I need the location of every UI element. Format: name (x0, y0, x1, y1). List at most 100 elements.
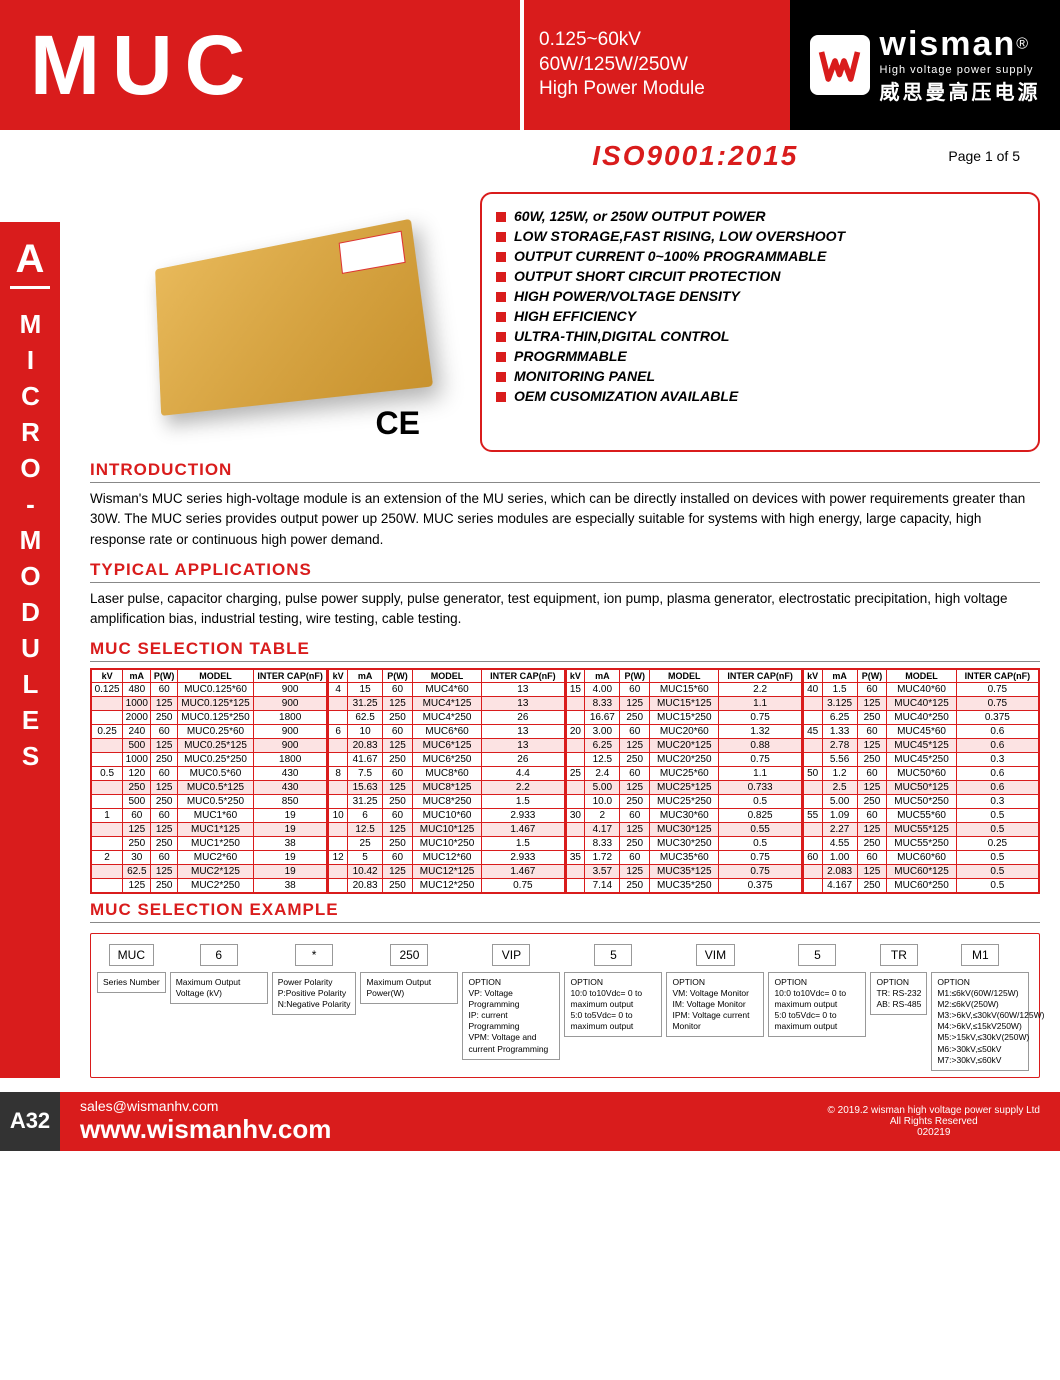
table-cell: 2 (92, 851, 123, 865)
table-cell: 19 (254, 823, 327, 837)
feature-text: HIGH EFFICIENCY (514, 308, 636, 324)
table-cell: 13 (482, 697, 564, 711)
col-header: mA (822, 670, 857, 683)
table-cell: MUC35*60 (650, 851, 719, 865)
table-cell (329, 739, 348, 753)
example-desc: Series Number (97, 972, 166, 993)
selection-block: kVmAP(W)MODELINTER CAP(nF)0.12548060MUC0… (91, 669, 328, 893)
table-row: 5.56250MUC45*2500.3 (803, 753, 1038, 767)
table-cell: 125 (620, 697, 650, 711)
table-cell: 0.733 (719, 781, 801, 795)
table-cell: MUC50*125 (887, 781, 956, 795)
table-row: 10.42125MUC12*1251.467 (329, 865, 564, 879)
table-cell: 2.27 (822, 823, 857, 837)
table-cell: 125 (383, 781, 413, 795)
table-cell (92, 711, 123, 725)
table-cell: 0.5 (956, 823, 1038, 837)
col-header: P(W) (383, 670, 413, 683)
table-row: 500125MUC0.25*125900 (92, 739, 327, 753)
table-cell: 2.933 (482, 851, 564, 865)
iso-cert: ISO9001:2015 (592, 140, 798, 172)
table-cell: 0.6 (956, 781, 1038, 795)
example-code: VIP (492, 944, 530, 966)
table-cell (803, 781, 822, 795)
footer: A32 sales@wismanhv.com www.wismanhv.com … (0, 1092, 1060, 1151)
table-row: 125125MUC1*12519 (92, 823, 327, 837)
table-cell: 20.83 (348, 879, 383, 893)
table-cell: 120 (123, 767, 151, 781)
table-cell: 125 (151, 823, 177, 837)
table-row: 203.0060MUC20*601.32 (566, 725, 801, 739)
table-row: 10.0250MUC25*2500.5 (566, 795, 801, 809)
feature-item: PROGRMMABLE (496, 348, 1024, 364)
table-cell: 850 (254, 795, 327, 809)
table-cell: 60 (620, 851, 650, 865)
selection-block: kVmAP(W)MODELINTER CAP(nF)41560MUC4*6013… (328, 669, 565, 893)
logo-icon (810, 35, 870, 95)
table-cell: 1.467 (482, 865, 564, 879)
table-cell: 125 (151, 865, 177, 879)
table-cell: 125 (123, 879, 151, 893)
table-cell (803, 753, 822, 767)
selection-title: MUC SELECTION TABLE (90, 639, 1040, 662)
table-cell: 1.00 (822, 851, 857, 865)
table-cell: MUC0.25*250 (177, 753, 253, 767)
example-code: 250 (390, 944, 428, 966)
product-title: MUC (30, 17, 257, 114)
table-cell: 20 (566, 725, 585, 739)
selection-table: kVmAP(W)MODELINTER CAP(nF)401.560MUC40*6… (803, 669, 1039, 893)
table-cell: MUC35*250 (650, 879, 719, 893)
table-cell: 500 (123, 739, 151, 753)
table-cell: MUC4*250 (412, 711, 481, 725)
table-cell (92, 823, 123, 837)
table-cell (329, 697, 348, 711)
table-cell: 19 (254, 809, 327, 823)
table-cell: 60 (151, 809, 177, 823)
col-header: MODEL (650, 670, 719, 683)
table-cell: 4 (329, 683, 348, 697)
table-cell: 900 (254, 683, 327, 697)
table-cell: 250 (383, 837, 413, 851)
table-row: 10660MUC10*602.933 (329, 809, 564, 823)
table-cell: MUC12*60 (412, 851, 481, 865)
feature-item: OUTPUT CURRENT 0~100% PROGRAMMABLE (496, 248, 1024, 264)
table-cell: 60 (383, 851, 413, 865)
table-cell: 6 (348, 809, 383, 823)
header-specs: 0.125~60kV 60W/125W/250W High Power Modu… (520, 0, 790, 130)
table-cell: 4.55 (822, 837, 857, 851)
table-cell: 1.09 (822, 809, 857, 823)
example-desc: OPTION VP: Voltage Programming IP: curre… (462, 972, 560, 1059)
feature-item: 60W, 125W, or 250W OUTPUT POWER (496, 208, 1024, 224)
table-row: 7.14250MUC35*2500.375 (566, 879, 801, 893)
table-cell: 250 (151, 795, 177, 809)
table-row: 401.560MUC40*600.75 (803, 683, 1038, 697)
table-cell (92, 697, 123, 711)
table-cell: 250 (620, 753, 650, 767)
example-column: M1OPTION M1:≤6kV(60W/125W) M2:≤6kV(250W)… (931, 944, 1029, 1070)
table-cell: MUC0.125*250 (177, 711, 253, 725)
col-header: mA (348, 670, 383, 683)
rights: All Rights Reserved (828, 1116, 1041, 1127)
table-cell: 0.5 (956, 851, 1038, 865)
example-desc: OPTION VM: Voltage Monitor IM: Voltage M… (666, 972, 764, 1037)
table-cell: 240 (123, 725, 151, 739)
table-cell: MUC8*60 (412, 767, 481, 781)
table-cell: MUC20*60 (650, 725, 719, 739)
revision: 020219 (828, 1127, 1041, 1138)
table-row: 154.0060MUC15*602.2 (566, 683, 801, 697)
example-title: MUC SELECTION EXAMPLE (90, 900, 1040, 923)
copyright: © 2019.2 wisman high voltage power suppl… (828, 1105, 1041, 1116)
table-cell: 0.6 (956, 767, 1038, 781)
table-cell: 125 (620, 865, 650, 879)
table-cell (92, 753, 123, 767)
table-row: 500250MUC0.5*250850 (92, 795, 327, 809)
table-cell: 38 (254, 879, 327, 893)
table-cell: 41.67 (348, 753, 383, 767)
table-cell: 2 (585, 809, 620, 823)
table-cell (92, 795, 123, 809)
table-row: 1000125MUC0.125*125900 (92, 697, 327, 711)
col-header: P(W) (857, 670, 887, 683)
table-cell: MUC2*125 (177, 865, 253, 879)
intro-title: INTRODUCTION (90, 460, 1040, 483)
table-cell: MUC60*125 (887, 865, 956, 879)
